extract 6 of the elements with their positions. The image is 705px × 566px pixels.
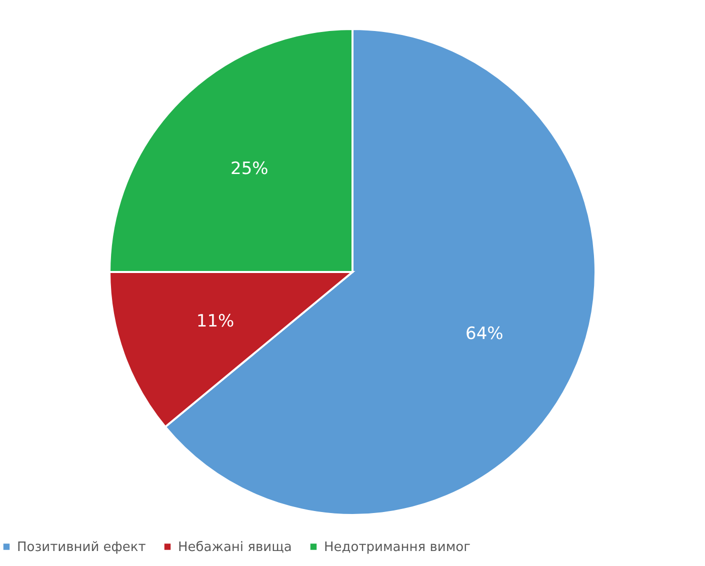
legend-label: Позитивний ефект [17, 540, 146, 555]
legend-label: Небажані явища [178, 540, 292, 555]
data-label: 64% [466, 324, 504, 344]
legend-label: Недотримання вимог [324, 540, 471, 555]
data-label: 25% [230, 158, 268, 179]
data-label: 11% [196, 311, 234, 332]
